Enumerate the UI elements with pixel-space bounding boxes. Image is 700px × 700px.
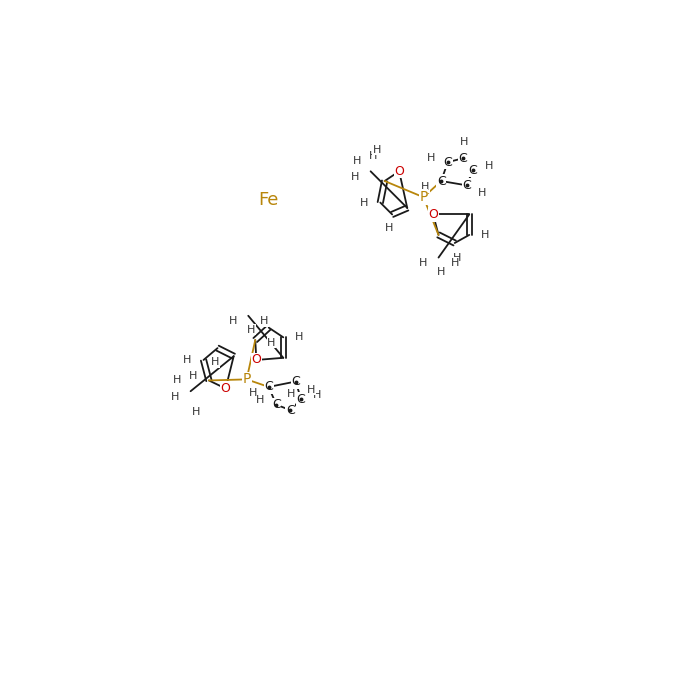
Text: H: H (267, 337, 276, 348)
Text: H: H (189, 371, 197, 381)
Text: H: H (286, 389, 295, 399)
Text: H: H (427, 153, 435, 163)
Text: P: P (242, 372, 251, 386)
Text: H: H (295, 332, 304, 342)
Text: H: H (385, 223, 393, 234)
Text: O: O (394, 164, 404, 178)
Text: H: H (485, 161, 494, 171)
Text: P: P (419, 190, 428, 204)
Text: C: C (443, 155, 452, 169)
Text: C: C (297, 393, 305, 406)
Text: C: C (291, 375, 300, 388)
Text: H: H (460, 137, 468, 147)
Text: H: H (360, 197, 368, 208)
Text: Fe: Fe (258, 191, 279, 209)
Text: C: C (462, 178, 471, 192)
Text: C: C (458, 152, 467, 165)
Text: H: H (287, 389, 295, 399)
Text: H: H (419, 258, 428, 268)
Text: H: H (248, 389, 257, 398)
Text: H: H (256, 395, 265, 405)
Text: H: H (353, 155, 361, 165)
Text: O: O (251, 354, 261, 367)
Text: H: H (451, 258, 459, 268)
Text: H: H (307, 384, 315, 395)
Text: H: H (229, 316, 237, 326)
Text: H: H (172, 391, 180, 402)
Text: O: O (428, 208, 438, 221)
Text: O: O (220, 382, 230, 395)
Text: H: H (369, 151, 377, 161)
Text: H: H (477, 188, 486, 198)
Text: C: C (468, 164, 477, 176)
Text: C: C (437, 174, 446, 188)
Text: H: H (260, 316, 269, 326)
Text: H: H (421, 183, 429, 193)
Text: H: H (373, 145, 382, 155)
Text: H: H (192, 407, 200, 416)
Text: C: C (286, 404, 295, 416)
Text: H: H (183, 355, 192, 365)
Text: H: H (351, 172, 360, 182)
Text: H: H (481, 230, 489, 240)
Text: C: C (272, 398, 281, 411)
Text: H: H (313, 390, 321, 400)
Text: H: H (458, 137, 467, 147)
Text: H: H (211, 357, 219, 367)
Text: H: H (437, 267, 445, 276)
Text: H: H (247, 325, 255, 335)
Text: H: H (453, 253, 461, 263)
Text: C: C (265, 380, 273, 393)
Text: H: H (173, 375, 181, 386)
